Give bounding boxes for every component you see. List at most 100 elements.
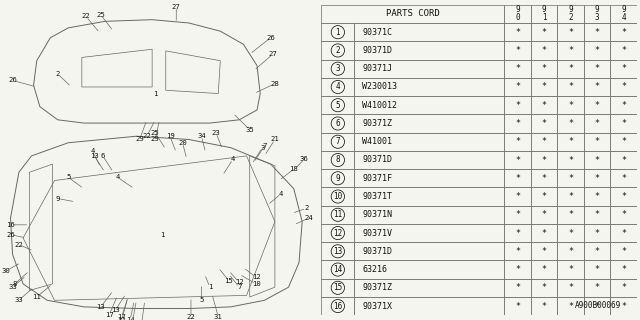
Bar bbox=[531, 23, 557, 41]
Text: 63216: 63216 bbox=[362, 265, 387, 274]
Text: *: * bbox=[568, 210, 573, 219]
Bar bbox=[321, 242, 355, 260]
Bar bbox=[584, 60, 611, 78]
Text: *: * bbox=[595, 283, 600, 292]
Text: 11: 11 bbox=[33, 294, 41, 300]
Bar bbox=[355, 23, 504, 41]
Text: 10: 10 bbox=[252, 281, 260, 287]
Text: 25: 25 bbox=[151, 130, 159, 136]
Text: 24: 24 bbox=[304, 215, 313, 221]
Text: *: * bbox=[515, 265, 520, 274]
Text: *: * bbox=[595, 301, 600, 311]
Text: 9: 9 bbox=[56, 196, 60, 202]
Text: 27: 27 bbox=[268, 51, 277, 57]
Bar bbox=[584, 297, 611, 315]
Text: 4: 4 bbox=[231, 156, 235, 162]
Bar bbox=[557, 60, 584, 78]
Text: 13: 13 bbox=[90, 153, 99, 159]
Bar bbox=[504, 60, 531, 78]
Text: *: * bbox=[595, 210, 600, 219]
Bar bbox=[504, 297, 531, 315]
Text: *: * bbox=[595, 83, 600, 92]
Text: *: * bbox=[621, 228, 626, 237]
Text: 12: 12 bbox=[235, 279, 244, 285]
Text: *: * bbox=[568, 247, 573, 256]
Text: *: * bbox=[541, 301, 547, 311]
Text: 26: 26 bbox=[266, 35, 275, 41]
Text: *: * bbox=[595, 174, 600, 183]
Text: W41001: W41001 bbox=[362, 137, 392, 146]
Bar bbox=[531, 114, 557, 132]
Text: 90371F: 90371F bbox=[362, 174, 392, 183]
Bar bbox=[557, 78, 584, 96]
Bar bbox=[504, 260, 531, 279]
Bar bbox=[584, 114, 611, 132]
Text: 90371D: 90371D bbox=[362, 46, 392, 55]
Text: 19: 19 bbox=[166, 133, 174, 139]
Text: *: * bbox=[515, 83, 520, 92]
Text: 3: 3 bbox=[260, 145, 264, 151]
Bar bbox=[355, 114, 504, 132]
Text: 17: 17 bbox=[117, 314, 126, 320]
Text: 23: 23 bbox=[212, 130, 221, 136]
Bar bbox=[355, 132, 504, 151]
Bar bbox=[611, 297, 637, 315]
Text: 26: 26 bbox=[8, 77, 17, 84]
Text: *: * bbox=[621, 137, 626, 146]
Bar bbox=[531, 206, 557, 224]
Text: *: * bbox=[541, 265, 547, 274]
Bar bbox=[355, 242, 504, 260]
Text: *: * bbox=[515, 28, 520, 37]
Text: 29: 29 bbox=[135, 137, 144, 142]
Bar bbox=[531, 188, 557, 206]
Text: 10: 10 bbox=[333, 192, 342, 201]
Bar bbox=[321, 151, 355, 169]
Text: *: * bbox=[568, 283, 573, 292]
Text: *: * bbox=[515, 247, 520, 256]
Bar bbox=[504, 23, 531, 41]
Text: 9
0: 9 0 bbox=[515, 5, 520, 22]
Text: *: * bbox=[595, 101, 600, 110]
Bar bbox=[355, 188, 504, 206]
Text: *: * bbox=[541, 28, 547, 37]
Bar bbox=[584, 188, 611, 206]
Text: *: * bbox=[595, 137, 600, 146]
Text: 12: 12 bbox=[252, 274, 260, 280]
Bar bbox=[584, 169, 611, 188]
Bar bbox=[584, 96, 611, 114]
Text: *: * bbox=[621, 174, 626, 183]
Text: 90371D: 90371D bbox=[362, 156, 392, 164]
Bar bbox=[321, 169, 355, 188]
Bar bbox=[321, 5, 504, 23]
Bar bbox=[531, 242, 557, 260]
Text: *: * bbox=[541, 137, 547, 146]
Text: *: * bbox=[515, 192, 520, 201]
Text: *: * bbox=[541, 174, 547, 183]
Bar bbox=[557, 169, 584, 188]
Text: 27: 27 bbox=[172, 4, 180, 10]
Bar bbox=[557, 132, 584, 151]
Text: 26: 26 bbox=[6, 232, 15, 238]
Text: 15: 15 bbox=[225, 278, 233, 284]
Text: 8: 8 bbox=[13, 281, 17, 287]
Text: *: * bbox=[541, 192, 547, 201]
Text: 12: 12 bbox=[333, 228, 342, 237]
Text: *: * bbox=[515, 46, 520, 55]
Bar bbox=[355, 169, 504, 188]
Text: *: * bbox=[595, 265, 600, 274]
Text: *: * bbox=[621, 192, 626, 201]
Text: 22: 22 bbox=[187, 314, 195, 320]
Text: 90371V: 90371V bbox=[362, 228, 392, 237]
Bar bbox=[321, 60, 355, 78]
Text: 90371Z: 90371Z bbox=[362, 283, 392, 292]
Bar bbox=[504, 279, 531, 297]
Text: 4: 4 bbox=[115, 174, 120, 180]
Bar bbox=[355, 279, 504, 297]
Bar bbox=[584, 78, 611, 96]
Bar bbox=[611, 78, 637, 96]
Bar bbox=[531, 169, 557, 188]
Bar bbox=[321, 41, 355, 60]
Bar bbox=[611, 188, 637, 206]
Bar bbox=[611, 169, 637, 188]
Text: 13: 13 bbox=[97, 304, 105, 310]
